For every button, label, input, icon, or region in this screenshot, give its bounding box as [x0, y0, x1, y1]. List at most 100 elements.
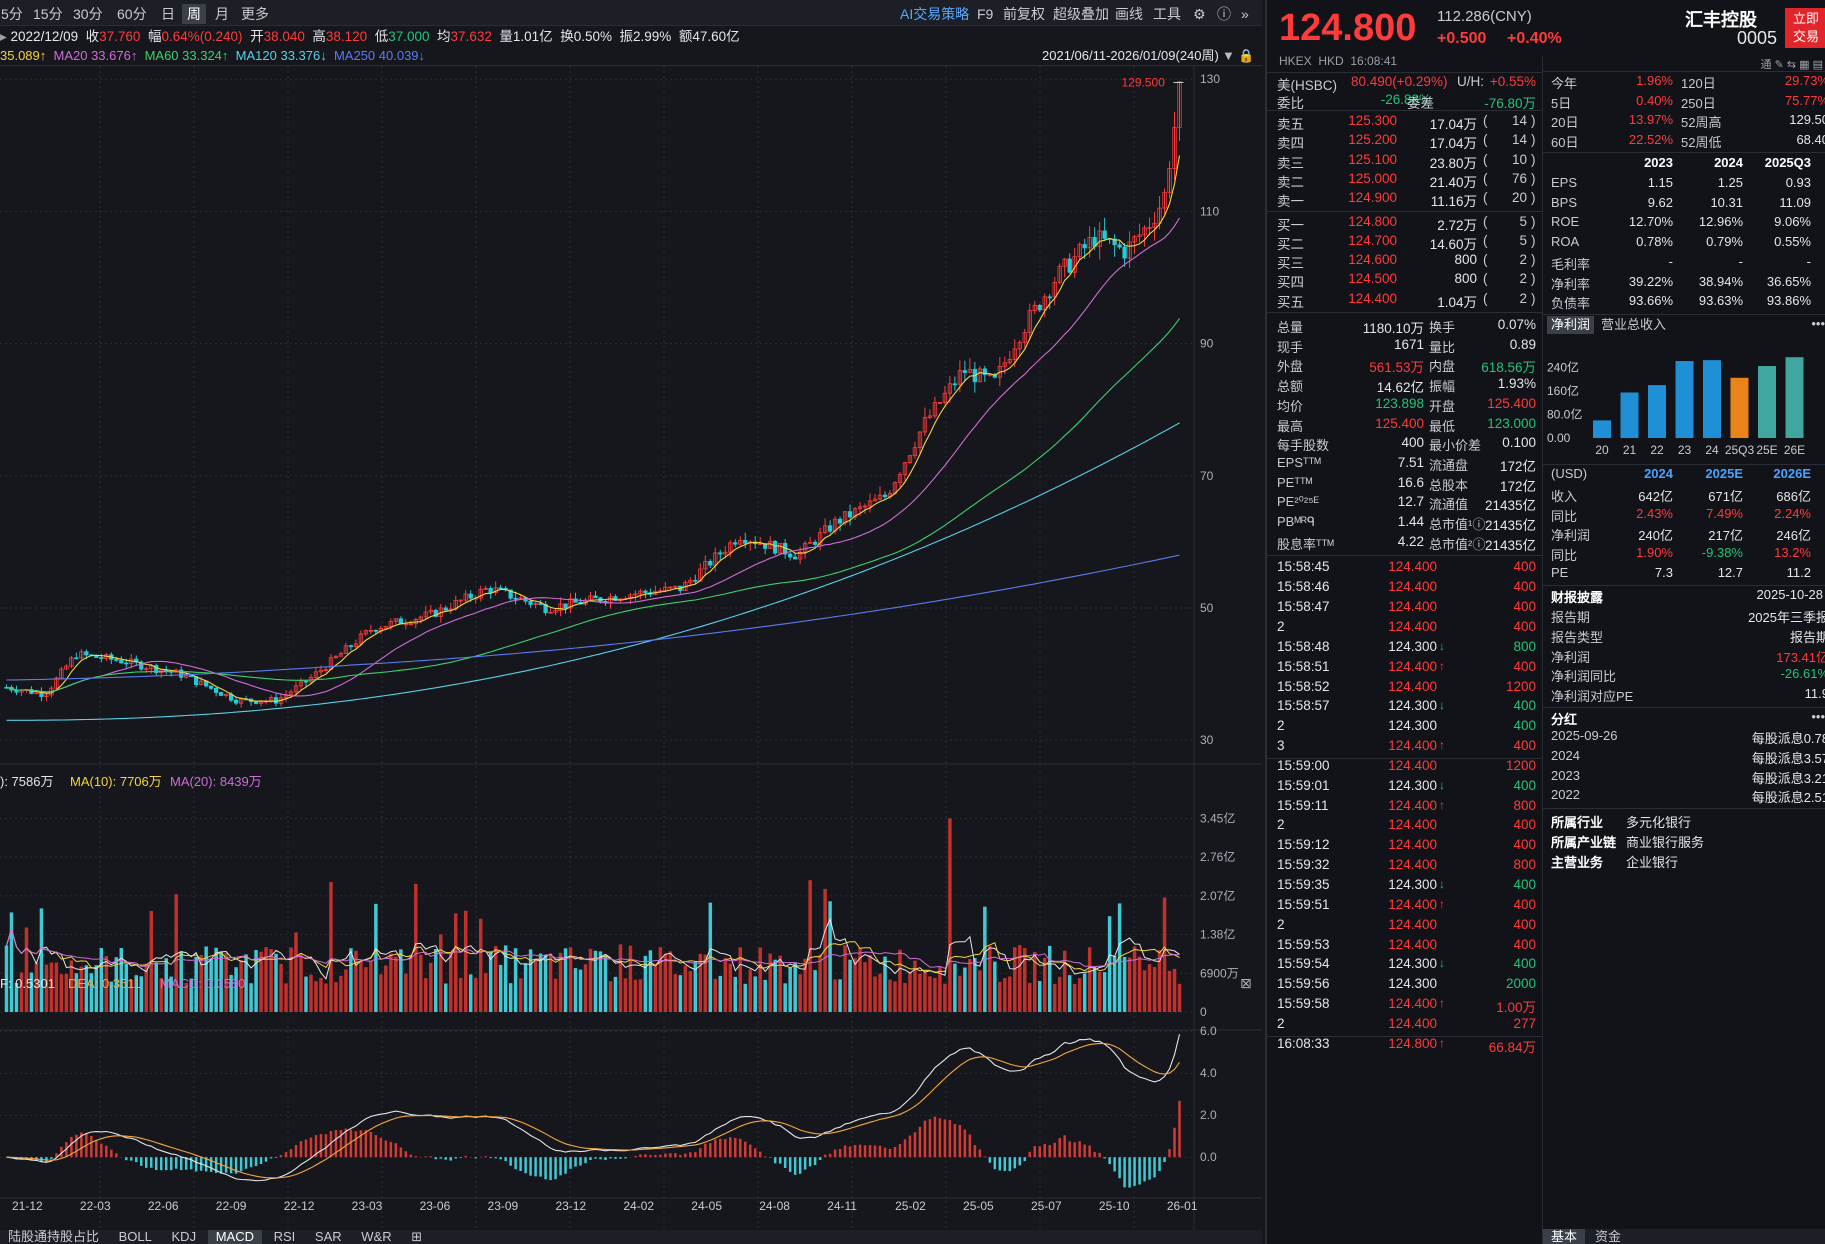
candle-body	[184, 675, 189, 678]
profit-bar[interactable]	[1703, 360, 1721, 438]
tick-volume: 66.84万	[1488, 1039, 1536, 1055]
gear-icon[interactable]: ⚙	[1193, 6, 1206, 22]
volume-bar	[623, 978, 628, 1012]
tab-basic[interactable]: 基本	[1543, 1229, 1586, 1244]
tab-funds[interactable]: 资金	[1595, 1229, 1622, 1244]
candle-body	[952, 383, 958, 386]
profit-bar[interactable]	[1730, 377, 1749, 438]
date-range[interactable]: 2021/06/11-2026/01/09(240周)	[1042, 48, 1219, 63]
candle-body	[822, 525, 828, 534]
perf-value: 75.77%	[1784, 92, 1825, 108]
volume-bar	[918, 973, 922, 1012]
adjust-button[interactable]: 前复权	[1003, 6, 1045, 22]
period-day[interactable]: 日	[161, 6, 175, 22]
volume-bar	[478, 918, 483, 1012]
volume-bar	[184, 982, 188, 1012]
volume-bar	[538, 953, 543, 1012]
add-indicator-icon[interactable]: ⊞	[411, 1229, 423, 1244]
tab-kdj[interactable]: KDJ	[171, 1229, 197, 1244]
profit-bar[interactable]	[1620, 392, 1639, 438]
collapse-icon[interactable]: »	[1241, 6, 1249, 22]
period-30m[interactable]: 30分	[73, 6, 103, 22]
volume-bar	[314, 981, 318, 1012]
more-icon[interactable]: •••	[1811, 315, 1825, 331]
candle-body	[488, 588, 493, 593]
tick-time: 15:59:11	[1277, 797, 1329, 813]
candle-body	[1132, 236, 1137, 243]
bids-price: 124.700	[1348, 232, 1397, 248]
range-dropdown-icon[interactable]: ▼	[1222, 48, 1235, 63]
period-more[interactable]: 更多	[241, 6, 269, 22]
tick-volume: 400	[1513, 618, 1536, 634]
profit-bar[interactable]	[1785, 357, 1804, 438]
candle-body	[223, 693, 229, 696]
profit-bar[interactable]	[1758, 365, 1776, 438]
forecast-value: 7.3	[1654, 564, 1673, 580]
period-5m[interactable]: 5分	[1, 6, 23, 22]
ai-strategy-button[interactable]: AI交易策略	[900, 6, 970, 22]
draw-button[interactable]: 画线	[1115, 6, 1143, 22]
panel-tool-icons[interactable]: 通 ✎ ⇆ ▦ ▤	[1760, 59, 1823, 71]
overlay-button[interactable]: 超级叠加	[1053, 6, 1109, 22]
tab-wr[interactable]: W&R	[361, 1229, 392, 1244]
more-icon[interactable]: •••	[1811, 708, 1825, 724]
tools-button[interactable]: 工具	[1153, 6, 1181, 22]
profit-bar[interactable]	[1675, 360, 1694, 438]
industry-value: 多元化银行	[1626, 815, 1692, 831]
volume-bar	[653, 963, 658, 1012]
industry-value: 企业银行	[1626, 854, 1679, 870]
bids-level-label: 买一	[1277, 217, 1304, 233]
candle-body	[897, 474, 903, 484]
period-month[interactable]: 月	[215, 6, 229, 22]
volume-bar	[1142, 970, 1147, 1012]
event-marker: ╵	[808, 66, 813, 70]
fin-value: 0.78%	[1636, 234, 1673, 250]
volume-bar	[409, 954, 413, 1012]
tick-volume: 1.00万	[1496, 1000, 1536, 1016]
chart-canvas[interactable]: 130 110 90 70 50 30 129.500 ╵ ╵ ╵ ╵ ╵ ╵ ╵ ╵ ╵ ╵): 7586万 M…	[0, 66, 1262, 1230]
help-icon[interactable]: ⓘ	[1217, 6, 1231, 22]
candle-body	[847, 511, 853, 518]
perf-value: 129.50	[1789, 112, 1825, 127]
tab-macd[interactable]: MACD	[207, 1230, 262, 1244]
candle-body	[69, 657, 74, 667]
tab-rsi[interactable]: RSI	[273, 1229, 296, 1244]
macd-value: MACD: 0.3580	[160, 976, 245, 991]
tick-price: 124.400	[1388, 797, 1437, 813]
profit-bar[interactable]	[1593, 420, 1611, 438]
volume-bar	[758, 947, 762, 1012]
f9-button[interactable]: F9	[977, 6, 994, 22]
period-60m[interactable]: 60分	[117, 6, 147, 22]
candle-body	[84, 651, 89, 656]
tick-time: 2	[1277, 817, 1285, 833]
lock-icon[interactable]: 🔒	[1238, 48, 1255, 63]
volume-bar	[913, 960, 917, 1012]
chart-pane[interactable]: 5分 15分 30分 60分 日 周 月 更多 AI交易策略 F9 前复权 超级…	[0, 0, 1262, 1244]
tab-net-profit[interactable]: 净利润	[1547, 315, 1595, 334]
bids-price: 124.800	[1348, 213, 1397, 229]
forecast-label: PE	[1551, 564, 1569, 580]
period-15m[interactable]: 15分	[33, 6, 63, 22]
tab-boll[interactable]: BOLL	[118, 1229, 152, 1244]
weibi-label: 委比	[1277, 96, 1304, 111]
price-axis-label: 50	[1200, 601, 1214, 615]
volume-bar	[1172, 968, 1177, 1012]
candle-body	[982, 368, 987, 375]
tick-volume: 400	[1513, 936, 1536, 952]
volume-bar	[44, 964, 49, 1012]
bids-volume: 2.72万	[1437, 217, 1477, 233]
profit-bar[interactable]	[1648, 385, 1666, 438]
volume-bar	[429, 962, 433, 1012]
bids-volume: 800	[1454, 271, 1477, 287]
volume-bar	[209, 958, 213, 1012]
tab-hk-holding[interactable]: 陆股通持股占比	[8, 1229, 100, 1244]
tab-revenue[interactable]: 营业总收入	[1601, 316, 1667, 332]
vol-ma20: MA(20): 8439万	[170, 774, 262, 789]
event-marker: ╵	[328, 66, 333, 70]
candle-body	[852, 508, 858, 518]
period-week[interactable]: 周	[182, 4, 206, 24]
trade-now-button[interactable]: 立即 交易	[1785, 8, 1825, 48]
tab-sar[interactable]: SAR	[314, 1229, 342, 1244]
volume-bar	[713, 978, 718, 1012]
forecast-value: 2.43%	[1636, 505, 1673, 521]
